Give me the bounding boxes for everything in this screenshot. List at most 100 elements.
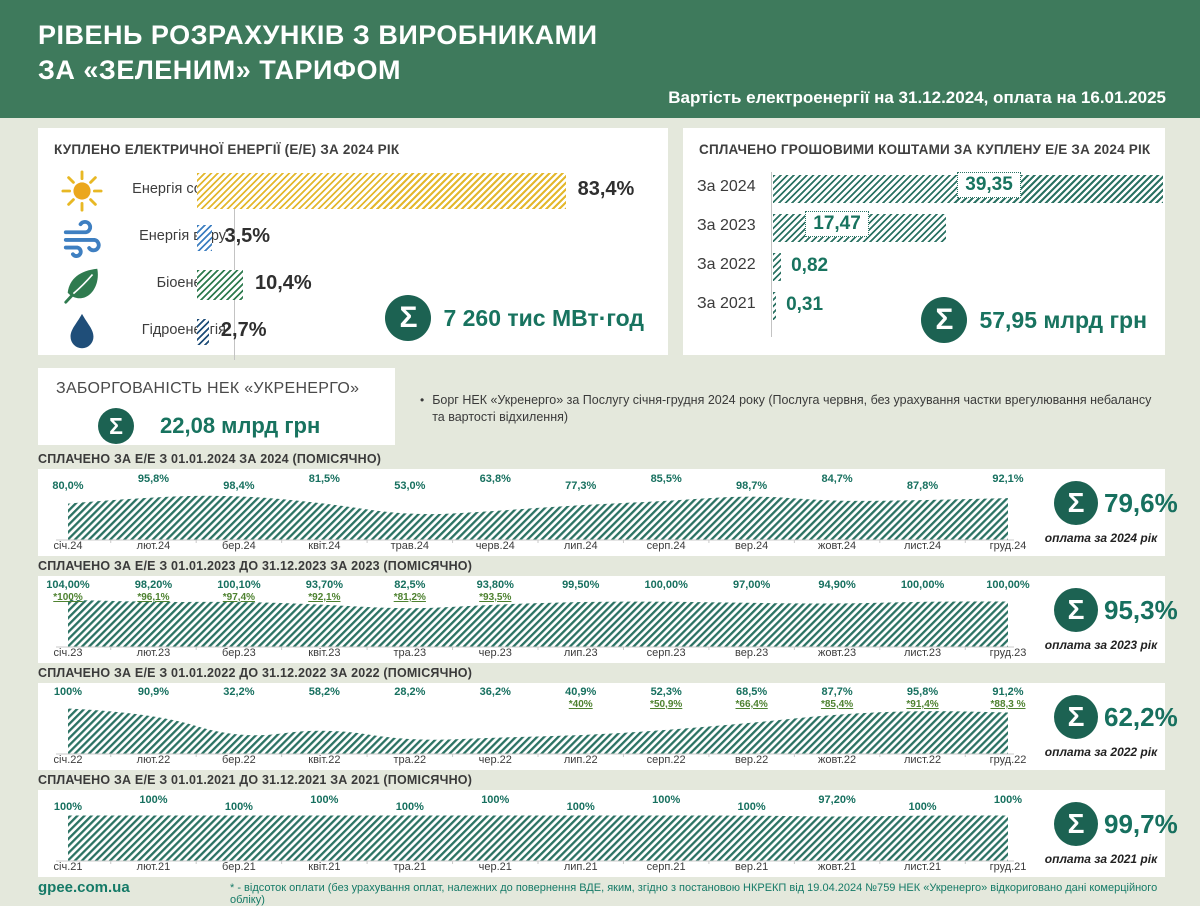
- chart-2024-total: 79,6%: [1104, 488, 1178, 518]
- sun-icon: [60, 170, 104, 212]
- value-label: 82,5%: [394, 579, 426, 591]
- month-label: лип.23: [563, 647, 598, 659]
- paid-panel: СПЛАЧЕНО ГРОШОВИМИ КОШТАМИ ЗА КУПЛЕНУ Е/…: [683, 128, 1165, 355]
- paid-row: За 2022 0,82: [697, 248, 1157, 287]
- purchased-row: Енергія вітру 3,5%: [38, 215, 668, 261]
- chart-2024: 79,6% оплата за 2024 рік 80,0% січ.24 95,8…: [38, 469, 1178, 556]
- energy-share-bar: [197, 225, 213, 251]
- value-label: 87,8%: [906, 480, 939, 492]
- month-label: серп.23: [646, 647, 686, 659]
- chart-2024-caption: оплата за 2024 рік: [1044, 531, 1158, 545]
- month-label: серп.21: [646, 861, 686, 873]
- value-label: 85,5%: [650, 473, 682, 485]
- month-label: серп.22: [646, 754, 686, 766]
- month-label: вер.24: [735, 540, 769, 552]
- value-label: 100,00%: [900, 579, 945, 591]
- value-label: 100%: [481, 794, 510, 806]
- month-label: лют.23: [136, 647, 171, 659]
- bullet-icon: •: [420, 393, 425, 407]
- month-label: тра.22: [393, 754, 427, 766]
- purchased-total-value: 7 260 тис МВт·год: [443, 304, 644, 331]
- energy-share-bar: [197, 270, 243, 300]
- purchased-row: Біоенергія 10,4%: [38, 262, 668, 308]
- month-label: січ.23: [53, 647, 83, 659]
- value-label: 80,0%: [52, 480, 84, 492]
- paid-total-value: 57,95 млрд грн: [979, 306, 1147, 333]
- month-label: вер.23: [735, 647, 769, 659]
- value-label: 97,20%: [818, 794, 856, 806]
- value-label: 90,9%: [137, 686, 170, 698]
- star-value-label: *93,5%: [479, 592, 512, 603]
- value-label: 93,80%: [476, 579, 514, 591]
- month-label: лист.23: [903, 647, 942, 659]
- paid-total: 57,95 млрд грн: [921, 297, 1147, 343]
- value-label: 100%: [737, 801, 766, 813]
- value-label: 100%: [993, 794, 1023, 806]
- month-label: лип.22: [563, 754, 598, 766]
- month-label: тра.23: [393, 647, 427, 659]
- chart-2022-caption: оплата за 2022 рік: [1044, 745, 1158, 759]
- debt-total: 22,08 млрд грн: [98, 408, 320, 444]
- month-label: серп.24: [646, 540, 686, 552]
- page-title-line1: РІВЕНЬ РОЗРАХУНКІВ З ВИРОБНИКАМИ: [38, 20, 598, 50]
- value-label: 98,4%: [223, 480, 255, 492]
- value-label: 36,2%: [479, 686, 511, 698]
- star-value-label: *50,9%: [650, 699, 683, 710]
- sigma-icon: [921, 297, 968, 343]
- value-label: 100%: [395, 801, 424, 813]
- value-label: 99,50%: [562, 579, 600, 591]
- value-label: 100%: [139, 794, 168, 806]
- value-label: 87,7%: [821, 686, 853, 698]
- paid-rows: За 2024 39,35 За 2023 17,47 За 2022 0,82 За 20…: [697, 170, 1163, 326]
- value-label: 68,5%: [736, 686, 768, 698]
- purchased-axis-line: [234, 174, 235, 360]
- value-label: 100%: [310, 794, 339, 806]
- chart-2022-title: СПЛАЧЕНО ЗА Е/Е З 01.01.2022 ДО 31.12.20…: [38, 666, 473, 680]
- energy-share-value: 83,4%: [577, 178, 635, 200]
- energy-share-bar: [197, 319, 209, 345]
- energy-share-value: 2,7%: [220, 319, 267, 341]
- paid-year-label: За 2024: [697, 178, 756, 195]
- purchased-row: Енергія сонця 83,4%: [38, 168, 668, 214]
- month-label: вер.22: [735, 754, 769, 766]
- debt-note-text: Борг НЕК «Укренерго» за Послугу січня-гр…: [432, 393, 1152, 424]
- sigma-icon: [1054, 802, 1098, 846]
- month-label: бер.21: [222, 861, 256, 873]
- value-label: 98,20%: [134, 579, 173, 591]
- chart-2023-caption: оплата за 2023 рік: [1044, 638, 1158, 652]
- value-label: 91,2%: [992, 686, 1024, 698]
- purchased-energy-panel: КУПЛЕНО ЕЛЕКТРИЧНОЇ ЕНЕРГІЇ (Е/Е) ЗА 202…: [38, 128, 668, 360]
- value-label: 100%: [652, 794, 681, 806]
- month-label: тра.21: [393, 861, 427, 873]
- area-chart: [56, 495, 1014, 543]
- value-label: 97,00%: [732, 579, 771, 591]
- chart-2023-title: СПЛАЧЕНО ЗА Е/Е З 01.01.2023 ДО 31.12.20…: [38, 559, 473, 573]
- month-label: лип.21: [563, 861, 598, 873]
- month-label: жовт.24: [817, 540, 857, 552]
- month-label: бер.24: [222, 540, 256, 552]
- star-value-label: *81,2%: [393, 592, 426, 603]
- value-label: 95,8%: [137, 473, 170, 485]
- month-label: лют.21: [136, 861, 171, 873]
- month-label: груд.24: [989, 540, 1027, 552]
- month-label: квіт.23: [308, 647, 341, 659]
- month-label: трав.24: [390, 540, 430, 552]
- page-title-line2: ЗА «ЗЕЛЕНИМ» ТАРИФОМ: [38, 55, 401, 85]
- value-label: 100,00%: [644, 579, 688, 591]
- sigma-icon: [1054, 588, 1098, 632]
- area-fill: [68, 815, 1008, 861]
- area-chart: [56, 815, 1014, 864]
- value-label: 32,2%: [223, 686, 255, 698]
- paid-amount-value: 39,35: [957, 172, 1021, 198]
- month-label: лист.22: [903, 754, 942, 766]
- site-link[interactable]: gpee.com.ua: [38, 879, 130, 896]
- month-label: лист.21: [903, 861, 942, 873]
- month-label: бер.23: [222, 647, 256, 659]
- value-label: 40,9%: [565, 686, 597, 698]
- star-value-label: *100%: [53, 592, 83, 603]
- month-label: лип.24: [563, 540, 598, 552]
- month-label: жовт.21: [817, 861, 857, 873]
- month-label: чер.21: [478, 861, 512, 873]
- month-label: жовт.22: [817, 754, 857, 766]
- value-label: 93,70%: [305, 579, 344, 591]
